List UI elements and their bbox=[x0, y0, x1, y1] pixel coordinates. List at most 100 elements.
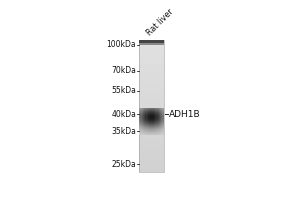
FancyBboxPatch shape bbox=[160, 111, 161, 112]
FancyBboxPatch shape bbox=[139, 63, 164, 65]
FancyBboxPatch shape bbox=[159, 118, 160, 119]
FancyBboxPatch shape bbox=[139, 149, 164, 150]
FancyBboxPatch shape bbox=[148, 110, 149, 111]
FancyBboxPatch shape bbox=[146, 118, 148, 119]
FancyBboxPatch shape bbox=[162, 120, 164, 121]
FancyBboxPatch shape bbox=[156, 116, 158, 117]
FancyBboxPatch shape bbox=[139, 48, 164, 50]
FancyBboxPatch shape bbox=[149, 110, 150, 111]
FancyBboxPatch shape bbox=[149, 126, 150, 127]
FancyBboxPatch shape bbox=[144, 108, 145, 109]
FancyBboxPatch shape bbox=[145, 115, 146, 116]
FancyBboxPatch shape bbox=[139, 76, 164, 78]
FancyBboxPatch shape bbox=[140, 121, 142, 122]
FancyBboxPatch shape bbox=[158, 123, 159, 124]
FancyBboxPatch shape bbox=[155, 115, 156, 116]
FancyBboxPatch shape bbox=[146, 112, 148, 113]
FancyBboxPatch shape bbox=[143, 123, 144, 124]
FancyBboxPatch shape bbox=[162, 127, 164, 128]
FancyBboxPatch shape bbox=[154, 125, 155, 126]
FancyBboxPatch shape bbox=[156, 130, 158, 131]
FancyBboxPatch shape bbox=[156, 110, 158, 111]
FancyBboxPatch shape bbox=[155, 121, 156, 122]
FancyBboxPatch shape bbox=[139, 47, 164, 48]
FancyBboxPatch shape bbox=[152, 109, 153, 110]
FancyBboxPatch shape bbox=[155, 128, 156, 129]
FancyBboxPatch shape bbox=[150, 120, 152, 121]
FancyBboxPatch shape bbox=[139, 86, 164, 88]
FancyBboxPatch shape bbox=[152, 126, 153, 127]
FancyBboxPatch shape bbox=[155, 116, 156, 117]
FancyBboxPatch shape bbox=[139, 70, 164, 71]
FancyBboxPatch shape bbox=[146, 115, 148, 116]
FancyBboxPatch shape bbox=[153, 118, 154, 119]
FancyBboxPatch shape bbox=[158, 117, 159, 118]
FancyBboxPatch shape bbox=[139, 91, 164, 93]
FancyBboxPatch shape bbox=[148, 126, 149, 127]
FancyBboxPatch shape bbox=[144, 116, 145, 117]
FancyBboxPatch shape bbox=[149, 111, 150, 112]
FancyBboxPatch shape bbox=[155, 133, 156, 134]
FancyBboxPatch shape bbox=[162, 124, 164, 125]
FancyBboxPatch shape bbox=[146, 132, 148, 133]
FancyBboxPatch shape bbox=[156, 109, 158, 110]
FancyBboxPatch shape bbox=[158, 122, 159, 123]
FancyBboxPatch shape bbox=[155, 124, 156, 125]
FancyBboxPatch shape bbox=[139, 132, 140, 133]
FancyBboxPatch shape bbox=[144, 110, 145, 111]
FancyBboxPatch shape bbox=[160, 108, 161, 109]
FancyBboxPatch shape bbox=[154, 132, 155, 133]
FancyBboxPatch shape bbox=[162, 126, 164, 127]
FancyBboxPatch shape bbox=[145, 119, 146, 120]
FancyBboxPatch shape bbox=[140, 131, 142, 132]
FancyBboxPatch shape bbox=[156, 128, 158, 129]
FancyBboxPatch shape bbox=[139, 116, 140, 117]
FancyBboxPatch shape bbox=[139, 129, 140, 130]
FancyBboxPatch shape bbox=[142, 108, 143, 109]
FancyBboxPatch shape bbox=[139, 71, 164, 73]
FancyBboxPatch shape bbox=[160, 119, 161, 120]
FancyBboxPatch shape bbox=[159, 116, 160, 117]
FancyBboxPatch shape bbox=[142, 127, 143, 128]
FancyBboxPatch shape bbox=[159, 109, 160, 110]
FancyBboxPatch shape bbox=[144, 133, 145, 134]
FancyBboxPatch shape bbox=[140, 114, 142, 115]
FancyBboxPatch shape bbox=[148, 116, 149, 117]
FancyBboxPatch shape bbox=[139, 57, 164, 58]
FancyBboxPatch shape bbox=[146, 111, 148, 112]
FancyBboxPatch shape bbox=[139, 58, 164, 60]
FancyBboxPatch shape bbox=[158, 120, 159, 121]
FancyBboxPatch shape bbox=[139, 103, 164, 104]
Text: ADH1B: ADH1B bbox=[169, 110, 200, 119]
FancyBboxPatch shape bbox=[143, 116, 144, 117]
FancyBboxPatch shape bbox=[140, 108, 142, 109]
FancyBboxPatch shape bbox=[143, 122, 144, 123]
FancyBboxPatch shape bbox=[148, 129, 149, 130]
FancyBboxPatch shape bbox=[153, 125, 154, 126]
FancyBboxPatch shape bbox=[145, 128, 146, 129]
FancyBboxPatch shape bbox=[159, 130, 160, 131]
FancyBboxPatch shape bbox=[146, 125, 148, 126]
FancyBboxPatch shape bbox=[159, 133, 160, 134]
FancyBboxPatch shape bbox=[142, 118, 143, 119]
FancyBboxPatch shape bbox=[155, 134, 156, 135]
FancyBboxPatch shape bbox=[152, 123, 153, 124]
FancyBboxPatch shape bbox=[158, 109, 159, 110]
FancyBboxPatch shape bbox=[154, 109, 155, 110]
FancyBboxPatch shape bbox=[155, 122, 156, 123]
FancyBboxPatch shape bbox=[160, 129, 161, 130]
FancyBboxPatch shape bbox=[161, 121, 162, 122]
FancyBboxPatch shape bbox=[161, 127, 162, 128]
FancyBboxPatch shape bbox=[150, 133, 152, 134]
FancyBboxPatch shape bbox=[162, 116, 164, 117]
FancyBboxPatch shape bbox=[159, 125, 160, 126]
FancyBboxPatch shape bbox=[139, 150, 164, 152]
FancyBboxPatch shape bbox=[143, 121, 144, 122]
FancyBboxPatch shape bbox=[142, 128, 143, 129]
FancyBboxPatch shape bbox=[139, 118, 140, 119]
FancyBboxPatch shape bbox=[152, 114, 153, 115]
FancyBboxPatch shape bbox=[139, 127, 164, 129]
FancyBboxPatch shape bbox=[155, 118, 156, 119]
FancyBboxPatch shape bbox=[158, 115, 159, 116]
FancyBboxPatch shape bbox=[145, 126, 146, 127]
